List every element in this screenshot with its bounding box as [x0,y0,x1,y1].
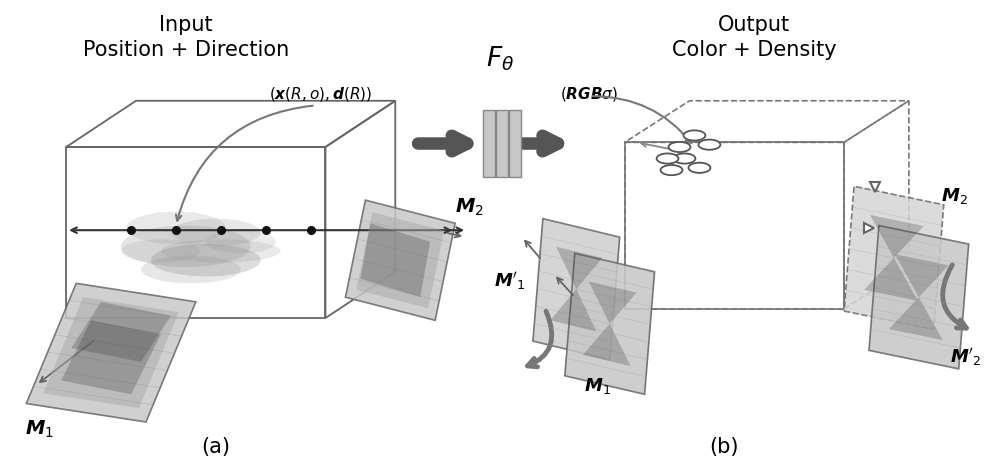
Text: $\boldsymbol{M}_1$: $\boldsymbol{M}_1$ [25,418,54,439]
Polygon shape [565,253,655,394]
Circle shape [661,165,682,175]
Ellipse shape [126,212,226,244]
Polygon shape [844,186,944,330]
Polygon shape [533,219,620,359]
Polygon shape [550,247,602,332]
Text: $(\boldsymbol{RGB}\sigma)$: $(\boldsymbol{RGB}\sigma)$ [560,85,618,103]
Polygon shape [360,223,430,297]
Text: Output
Color + Density: Output Color + Density [672,15,837,60]
Text: $\boldsymbol{M}_2$: $\boldsymbol{M}_2$ [455,196,484,218]
Ellipse shape [121,239,201,263]
FancyBboxPatch shape [496,110,508,178]
Ellipse shape [151,244,261,276]
Polygon shape [864,215,924,301]
Polygon shape [869,226,969,369]
Polygon shape [26,283,196,422]
Ellipse shape [206,230,276,253]
Ellipse shape [141,256,241,283]
FancyBboxPatch shape [509,110,521,178]
Text: (a): (a) [201,438,230,458]
Circle shape [669,142,690,152]
Circle shape [683,130,705,140]
Circle shape [688,163,710,173]
Polygon shape [61,320,161,394]
Polygon shape [43,297,179,408]
Ellipse shape [121,226,251,267]
Polygon shape [583,281,637,366]
Polygon shape [356,212,444,308]
Polygon shape [345,200,455,320]
Text: $\boldsymbol{M}_1$: $\boldsymbol{M}_1$ [584,376,611,396]
Ellipse shape [161,239,281,263]
Circle shape [657,153,679,164]
Ellipse shape [171,219,261,246]
Text: $\boldsymbol{M}'_2$: $\boldsymbol{M}'_2$ [950,346,981,368]
Text: $\boldsymbol{M}'_1$: $\boldsymbol{M}'_1$ [494,270,526,292]
FancyBboxPatch shape [483,110,495,178]
Text: Input
Position + Direction: Input Position + Direction [83,15,289,60]
Polygon shape [889,254,949,340]
Circle shape [698,140,720,150]
Polygon shape [71,302,171,362]
Circle shape [674,153,695,164]
Text: $\boldsymbol{F_{\theta}}$: $\boldsymbol{F_{\theta}}$ [486,45,514,73]
Text: (b): (b) [710,438,739,458]
Text: $\boldsymbol{M}_2$: $\boldsymbol{M}_2$ [941,186,968,206]
Text: $(\boldsymbol{x}(R,o),\boldsymbol{d}(R))$: $(\boldsymbol{x}(R,o),\boldsymbol{d}(R))… [269,85,372,103]
